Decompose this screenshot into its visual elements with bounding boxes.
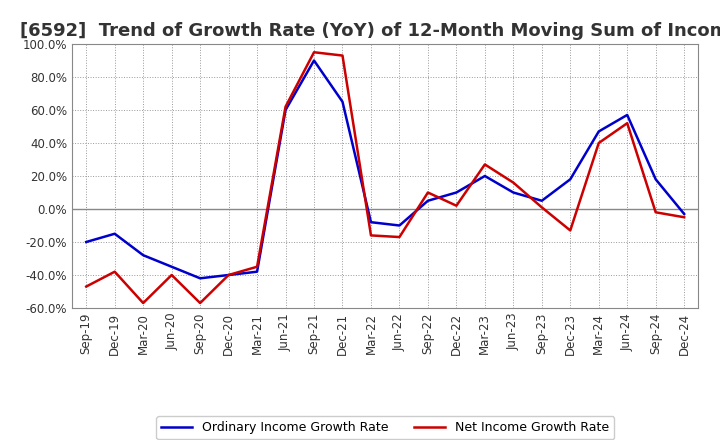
Ordinary Income Growth Rate	[480, 173, 489, 179]
Ordinary Income Growth Rate	[253, 269, 261, 275]
Net Income Growth Rate	[82, 284, 91, 289]
Net Income Growth Rate	[452, 203, 461, 208]
Net Income Growth Rate	[225, 272, 233, 278]
Net Income Growth Rate	[652, 210, 660, 215]
Ordinary Income Growth Rate	[82, 239, 91, 245]
Ordinary Income Growth Rate	[452, 190, 461, 195]
Net Income Growth Rate	[566, 228, 575, 233]
Ordinary Income Growth Rate	[537, 198, 546, 203]
Ordinary Income Growth Rate	[167, 264, 176, 269]
Net Income Growth Rate	[282, 104, 290, 109]
Net Income Growth Rate	[423, 190, 432, 195]
Ordinary Income Growth Rate	[139, 253, 148, 258]
Net Income Growth Rate	[623, 121, 631, 126]
Net Income Growth Rate	[139, 301, 148, 306]
Net Income Growth Rate	[167, 272, 176, 278]
Ordinary Income Growth Rate	[509, 190, 518, 195]
Net Income Growth Rate	[196, 301, 204, 306]
Line: Net Income Growth Rate: Net Income Growth Rate	[86, 52, 684, 303]
Line: Ordinary Income Growth Rate: Ordinary Income Growth Rate	[86, 60, 684, 279]
Ordinary Income Growth Rate	[282, 107, 290, 113]
Ordinary Income Growth Rate	[623, 112, 631, 117]
Net Income Growth Rate	[110, 269, 119, 275]
Ordinary Income Growth Rate	[366, 220, 375, 225]
Net Income Growth Rate	[595, 140, 603, 146]
Ordinary Income Growth Rate	[225, 272, 233, 278]
Ordinary Income Growth Rate	[310, 58, 318, 63]
Ordinary Income Growth Rate	[338, 99, 347, 104]
Ordinary Income Growth Rate	[680, 211, 688, 216]
Net Income Growth Rate	[310, 50, 318, 55]
Net Income Growth Rate	[338, 53, 347, 58]
Legend: Ordinary Income Growth Rate, Net Income Growth Rate: Ordinary Income Growth Rate, Net Income …	[156, 416, 614, 439]
Net Income Growth Rate	[253, 264, 261, 269]
Net Income Growth Rate	[680, 215, 688, 220]
Net Income Growth Rate	[509, 180, 518, 185]
Net Income Growth Rate	[395, 235, 404, 240]
Title: [6592]  Trend of Growth Rate (YoY) of 12-Month Moving Sum of Incomes: [6592] Trend of Growth Rate (YoY) of 12-…	[19, 22, 720, 40]
Net Income Growth Rate	[480, 162, 489, 167]
Ordinary Income Growth Rate	[566, 176, 575, 182]
Net Income Growth Rate	[366, 233, 375, 238]
Ordinary Income Growth Rate	[196, 275, 204, 281]
Ordinary Income Growth Rate	[110, 231, 119, 236]
Net Income Growth Rate	[537, 205, 546, 210]
Ordinary Income Growth Rate	[423, 198, 432, 203]
Ordinary Income Growth Rate	[395, 223, 404, 228]
Ordinary Income Growth Rate	[595, 129, 603, 134]
Ordinary Income Growth Rate	[652, 176, 660, 182]
